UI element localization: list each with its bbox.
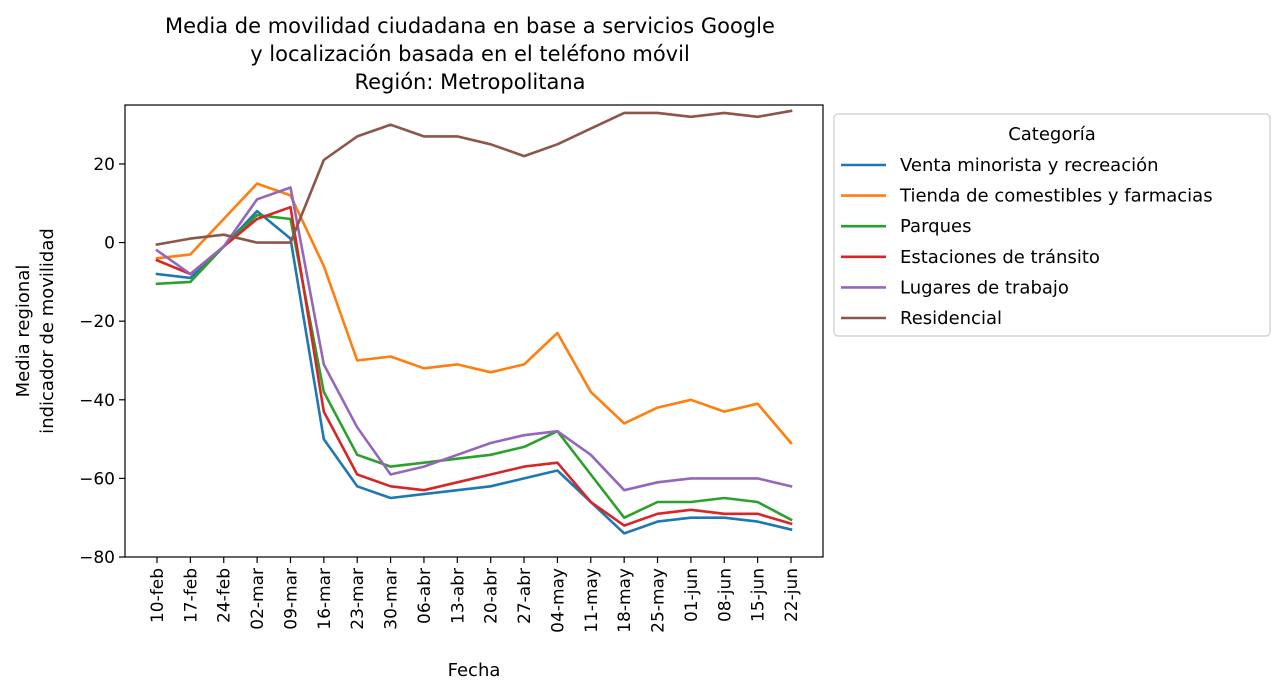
x-tick-label: 30-mar (382, 568, 402, 630)
chart-title-line: Región: Metropolitana (354, 70, 585, 94)
series-line-1 (155, 182, 793, 445)
x-tick-label: 27-abr (515, 568, 535, 624)
x-tick-label: 25-may (649, 568, 669, 633)
y-axis-label-line: indicador de movilidad (37, 228, 58, 434)
x-axis-label: Fecha (448, 660, 501, 681)
x-tick-label: 17-feb (181, 568, 201, 623)
series-line-3 (155, 205, 793, 527)
y-tick-label: −80 (79, 548, 115, 568)
x-tick-label: 11-may (582, 568, 602, 633)
chart-title: Media de movilidad ciudadana en base a s… (165, 14, 775, 94)
x-tick-label: 02-mar (248, 568, 268, 630)
legend: Categoría Venta minorista y recreación Tie… (833, 113, 1271, 337)
legend-title: Categoría (1008, 124, 1096, 145)
x-tick-label: 08-jun (715, 568, 735, 622)
x-axis: 10-feb 17-feb 24-feb 02-mar 09-mar 16-mar 23-m… (148, 557, 802, 633)
y-tick-label: 0 (104, 234, 115, 254)
legend-entry: Parques (900, 216, 971, 237)
series-line-0 (155, 209, 793, 535)
series-lines (155, 109, 793, 535)
legend-entry: Tienda de comestibles y farmacias (899, 186, 1213, 207)
plot-frame (124, 104, 824, 558)
x-tick-label: 16-mar (315, 568, 335, 630)
legend-box (833, 113, 1271, 337)
x-tick-label: 15-jun (749, 568, 769, 622)
series-line-5 (155, 109, 793, 247)
legend-entry: Residencial (900, 308, 1002, 329)
x-tick-label: 06-abr (415, 568, 435, 624)
y-axis-label: Media regional indicador de movilidad (13, 228, 58, 434)
series-line-4 (155, 186, 793, 492)
x-tick-label: 20-abr (482, 568, 502, 624)
x-tick-label: 24-feb (215, 568, 235, 623)
legend-entry: Lugares de trabajo (900, 277, 1069, 298)
x-tick-label: 13-abr (448, 568, 468, 624)
x-tick-label: 04-may (548, 568, 568, 633)
y-tick-label: −60 (79, 469, 115, 489)
x-tick-label: 18-may (615, 568, 635, 633)
y-tick-label: 20 (93, 155, 115, 175)
x-tick-label: 10-feb (148, 568, 168, 623)
y-axis: −80 −60 −40 −20 0 20 (79, 155, 125, 568)
chart-title-line: Media de movilidad ciudadana en base a s… (165, 14, 775, 38)
x-tick-label: 23-mar (348, 568, 368, 630)
x-tick-label: 01-jun (682, 568, 702, 622)
chart-title-line: y localización basada en el teléfono móv… (250, 42, 690, 66)
legend-entry: Venta minorista y recreación (900, 155, 1159, 176)
y-tick-label: −40 (79, 391, 115, 411)
x-tick-label: 22-jun (782, 568, 802, 622)
y-tick-label: −20 (79, 312, 115, 332)
legend-entry: Estaciones de tránsito (900, 247, 1100, 268)
x-tick-label: 09-mar (281, 568, 301, 630)
y-axis-label-line: Media regional (13, 265, 34, 398)
